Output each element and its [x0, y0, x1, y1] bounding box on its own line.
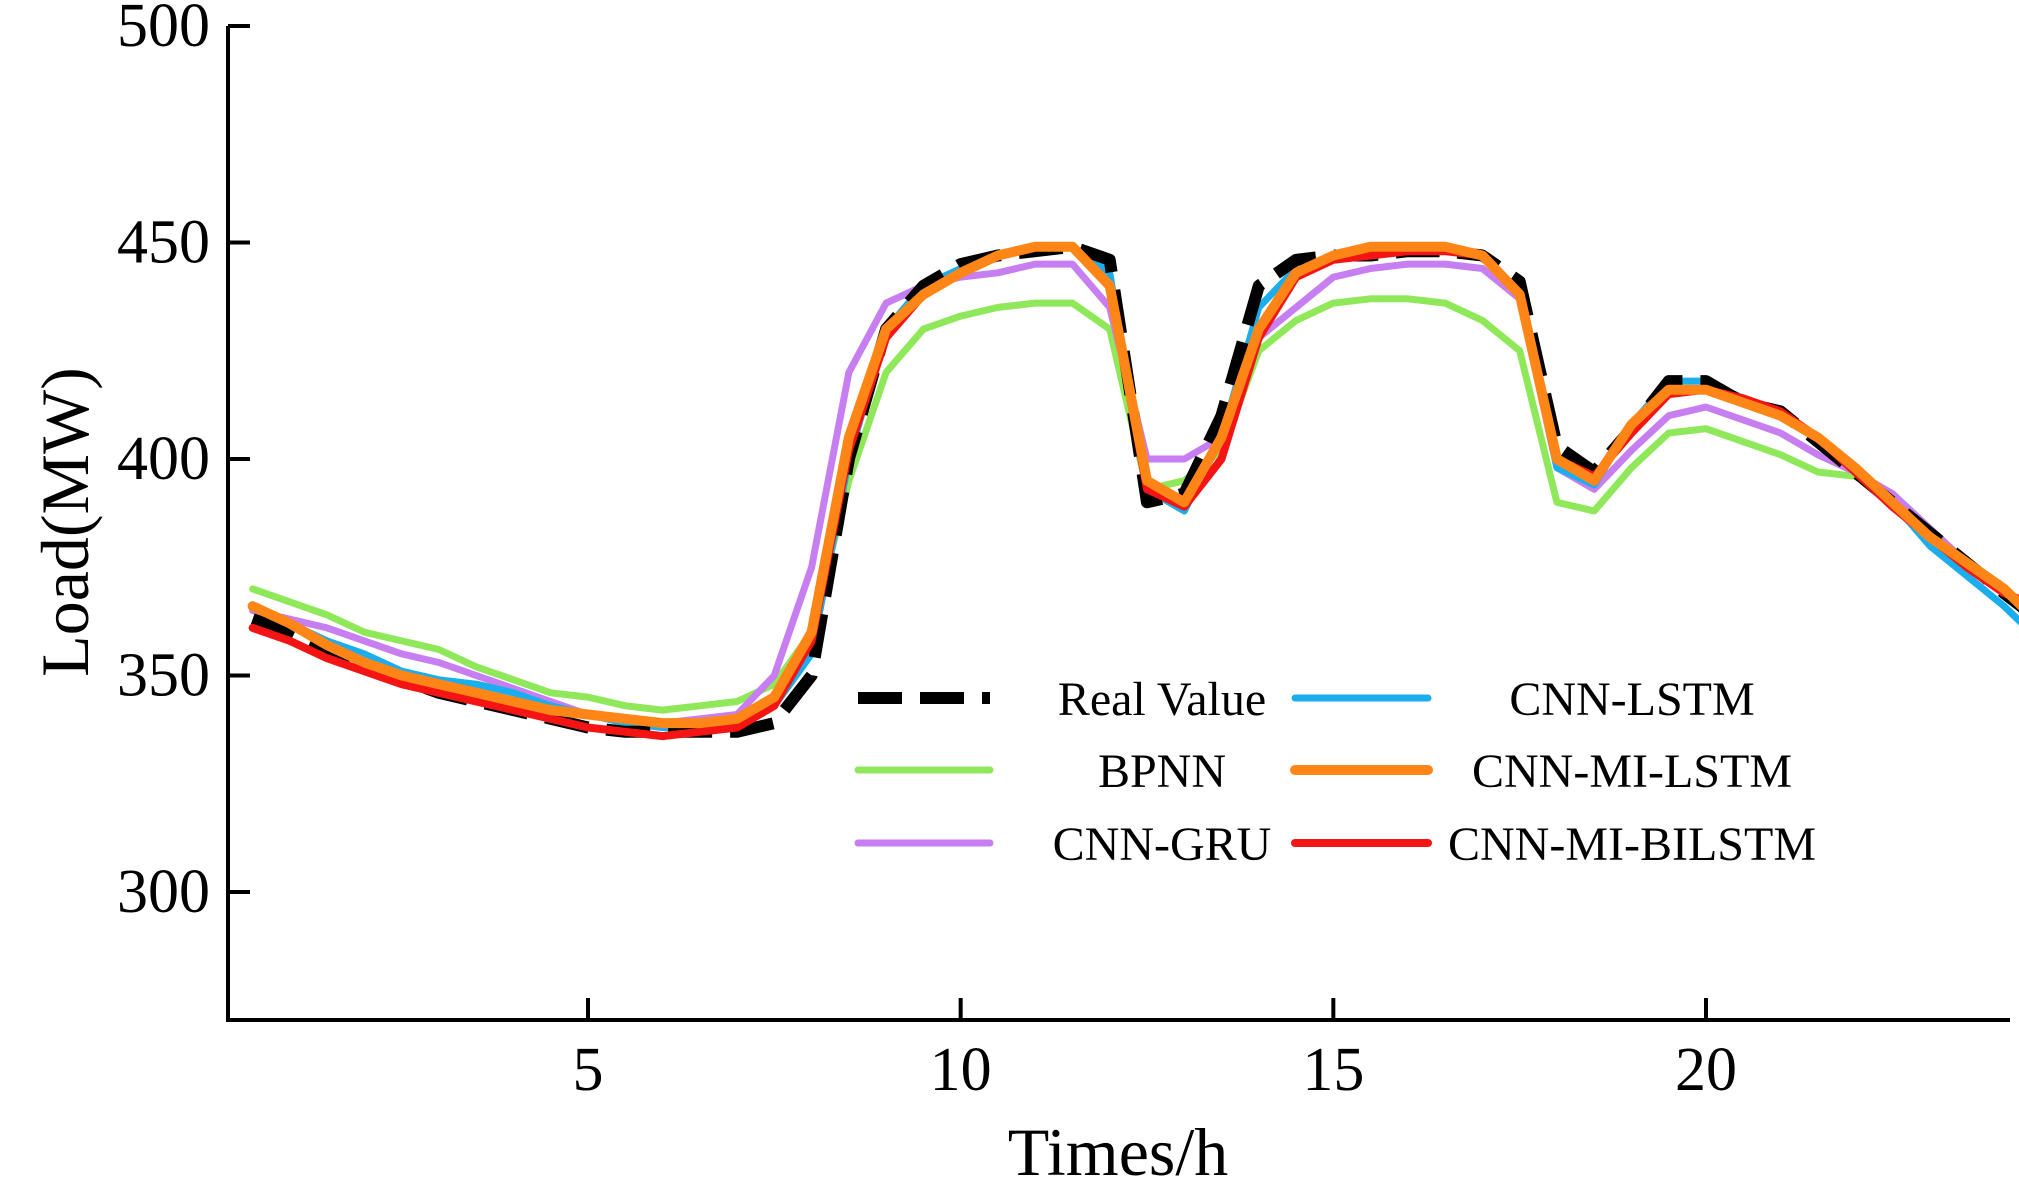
y-tick-label: 450 [117, 209, 210, 277]
legend-label-cnn-gru: CNN-GRU [1053, 818, 1272, 871]
series-line-cnn-mi-bilstm [248, 242, 2019, 741]
legend-label-cnn-mi-lstm: CNN-MI-LSTM [1472, 745, 1792, 798]
legend-label-cnn-lstm: CNN-LSTM [1509, 673, 1754, 726]
x-tick-label: 15 [1302, 1036, 1364, 1104]
x-tick-label: 10 [930, 1036, 992, 1104]
series-line-bpnn [249, 295, 2019, 714]
y-tick-label: 350 [117, 642, 210, 710]
series-line-cnn-mi-lstm [247, 241, 2019, 729]
x-tick-label: 20 [1675, 1036, 1737, 1104]
axes [226, 26, 2010, 1022]
x-tick-label: 5 [573, 1036, 604, 1104]
series-layer [247, 240, 2019, 741]
legend-label-real-value: Real Value [1058, 673, 1266, 726]
legend-label-bpnn: BPNN [1098, 745, 1226, 798]
legend: Real Value BPNN CNN-GRU CNN-LSTM CNN-MI-LSTM… [854, 673, 1816, 871]
y-axis-title: Load(MW) [27, 367, 103, 677]
legend-label-cnn-mi-bilstm: CNN-MI-BILSTM [1448, 818, 1816, 871]
series-line-cnn-lstm [249, 243, 2019, 731]
y-tick-label: 300 [117, 858, 210, 926]
series-line-real-value [250, 240, 2019, 738]
x-axis-title: Times/h [1008, 1114, 1228, 1188]
series-line-cnn-gru [249, 260, 2019, 727]
y-tick-label: 400 [117, 425, 210, 493]
ticks: 300 350 400 450 500 5 10 15 20 [117, 0, 1737, 1104]
y-tick-label: 500 [117, 0, 210, 60]
